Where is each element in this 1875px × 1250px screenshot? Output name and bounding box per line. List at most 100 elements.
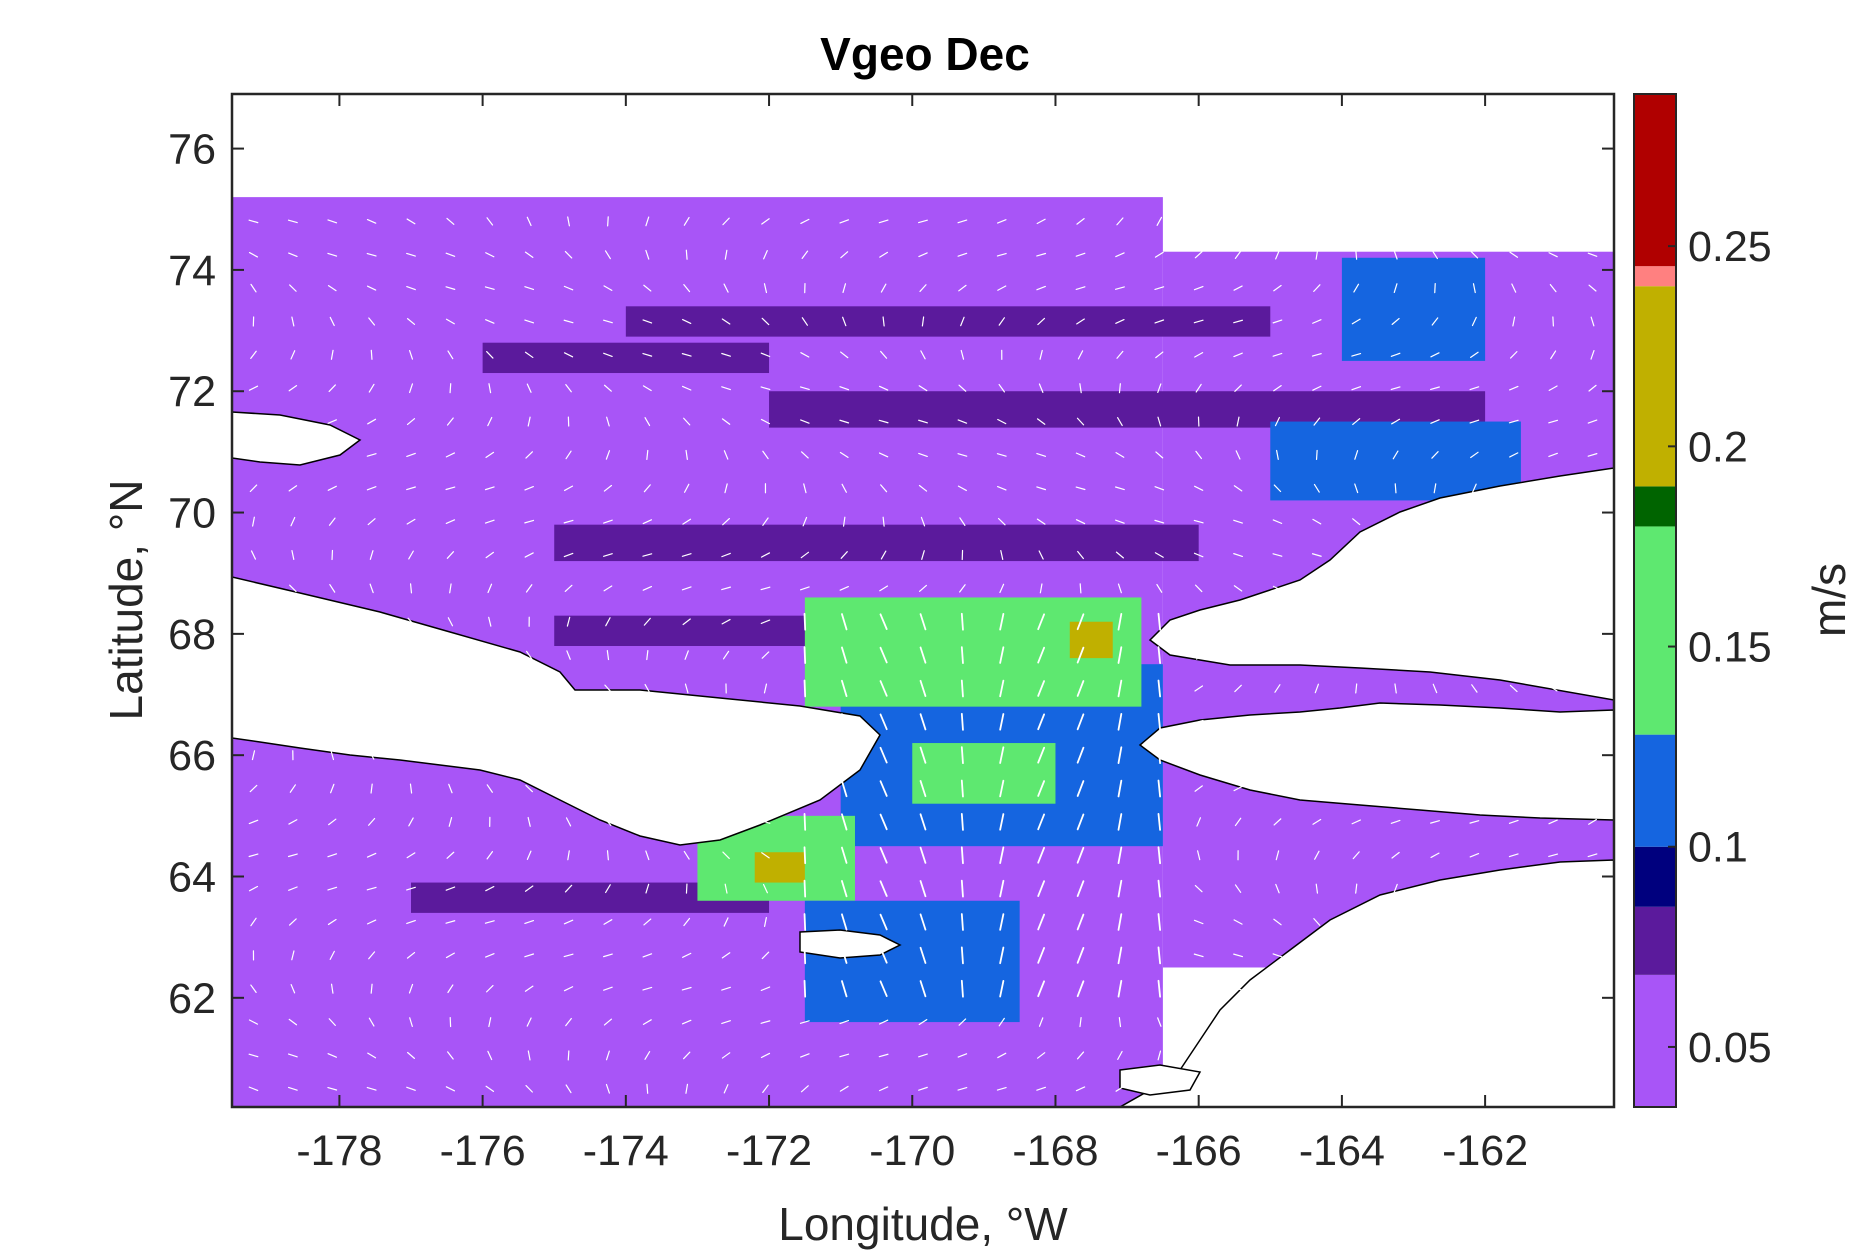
- velocity-arrow: [1235, 617, 1241, 627]
- velocity-arrow: [1154, 286, 1165, 291]
- velocity-arrow: [1312, 718, 1321, 726]
- velocity-arrow: [1117, 646, 1123, 664]
- velocity-arrow: [839, 419, 850, 424]
- velocity-arrow: [487, 1050, 493, 1061]
- x-tick-label: -170: [869, 1127, 955, 1175]
- velocity-arrow: [1430, 586, 1440, 591]
- velocity-arrow: [799, 386, 810, 391]
- velocity-arrow: [919, 646, 927, 664]
- velocity-arrow: [724, 249, 728, 260]
- velocity-arrow: [683, 850, 690, 860]
- velocity-arrow: [409, 1017, 413, 1027]
- velocity-arrow: [803, 946, 807, 965]
- velocity-arrow: [248, 452, 259, 458]
- velocity-arrow: [880, 484, 888, 493]
- velocity-arrow: [445, 1086, 456, 1092]
- velocity-arrow: [485, 651, 494, 659]
- velocity-arrow: [1312, 952, 1322, 958]
- velocity-arrow: [959, 517, 966, 526]
- velocity-arrow: [567, 850, 570, 861]
- velocity-arrow: [960, 712, 964, 731]
- velocity-arrow: [760, 418, 771, 425]
- velocity-arrow: [1076, 680, 1085, 697]
- velocity-arrow: [723, 1084, 729, 1094]
- velocity-arrow: [328, 718, 337, 726]
- velocity-arrow: [524, 319, 535, 324]
- velocity-arrow: [1234, 250, 1242, 259]
- velocity-arrow: [1351, 986, 1362, 991]
- velocity-arrow: [1470, 551, 1479, 559]
- velocity-arrow: [682, 318, 692, 324]
- velocity-arrow: [960, 946, 964, 965]
- velocity-arrow: [1000, 550, 1004, 561]
- velocity-arrow: [802, 516, 808, 527]
- velocity-arrow: [1276, 1083, 1279, 1094]
- velocity-arrow: [721, 318, 731, 325]
- velocity-arrow: [447, 984, 454, 994]
- velocity-arrow: [1314, 650, 1319, 661]
- velocity-arrow: [1194, 584, 1203, 593]
- velocity-arrow: [1117, 779, 1123, 798]
- velocity-arrow: [1351, 618, 1361, 625]
- velocity-arrow: [1509, 351, 1518, 359]
- velocity-arrow: [1037, 980, 1046, 998]
- velocity-arrow: [957, 1053, 968, 1058]
- velocity-arrow: [919, 913, 927, 931]
- velocity-arrow: [291, 549, 295, 561]
- velocity-arrow: [1234, 884, 1242, 893]
- velocity-arrow: [445, 519, 456, 525]
- velocity-arrow: [1154, 552, 1164, 558]
- velocity-arrow: [1314, 216, 1320, 226]
- velocity-arrow: [1196, 650, 1202, 660]
- velocity-arrow: [566, 650, 571, 660]
- field-cell-ne-patch: [1341, 257, 1486, 361]
- velocity-arrow: [484, 686, 495, 691]
- velocity-arrow: [879, 913, 888, 931]
- velocity-arrow: [1391, 418, 1401, 425]
- velocity-arrow: [1587, 252, 1598, 257]
- velocity-arrow: [957, 485, 967, 492]
- velocity-arrow: [960, 612, 964, 631]
- velocity-arrow: [447, 1051, 454, 1060]
- velocity-arrow: [484, 920, 495, 924]
- velocity-arrow: [1311, 353, 1322, 357]
- velocity-arrow: [721, 1052, 731, 1059]
- velocity-arrow: [999, 813, 1005, 831]
- velocity-arrow: [1039, 349, 1043, 360]
- velocity-arrow: [1272, 953, 1283, 958]
- velocity-arrow: [1510, 550, 1517, 560]
- velocity-arrow: [683, 483, 690, 493]
- velocity-arrow: [1351, 386, 1362, 391]
- velocity-arrow: [1117, 583, 1122, 594]
- velocity-arrow: [287, 219, 298, 224]
- velocity-arrow: [1076, 746, 1085, 764]
- velocity-arrow: [565, 817, 572, 827]
- velocity-arrow: [1312, 385, 1322, 391]
- velocity-arrow: [248, 653, 259, 658]
- velocity-arrow: [406, 486, 416, 491]
- velocity-arrow: [643, 284, 652, 292]
- velocity-arrow: [1548, 452, 1558, 458]
- land-masses: [232, 411, 1614, 1107]
- velocity-arrow: [563, 986, 574, 992]
- velocity-arrow: [1471, 316, 1477, 327]
- velocity-arrow: [723, 283, 729, 293]
- velocity-arrow: [1076, 846, 1085, 864]
- velocity-arrow: [1117, 1050, 1123, 1060]
- velocity-arrow: [604, 817, 612, 826]
- velocity-arrow: [919, 746, 927, 764]
- velocity-arrow: [565, 384, 572, 393]
- velocity-arrow: [407, 751, 415, 760]
- velocity-arrow: [841, 713, 848, 731]
- velocity-arrow: [1432, 683, 1438, 694]
- velocity-arrow: [681, 986, 692, 991]
- velocity-arrow: [565, 1084, 572, 1094]
- velocity-arrow: [879, 880, 888, 897]
- velocity-arrow: [250, 350, 257, 360]
- velocity-arrow: [487, 583, 493, 594]
- velocity-arrow: [1431, 751, 1439, 759]
- velocity-arrow: [248, 853, 259, 858]
- x-tick-label: -164: [1299, 1127, 1385, 1175]
- velocity-arrow: [682, 518, 692, 525]
